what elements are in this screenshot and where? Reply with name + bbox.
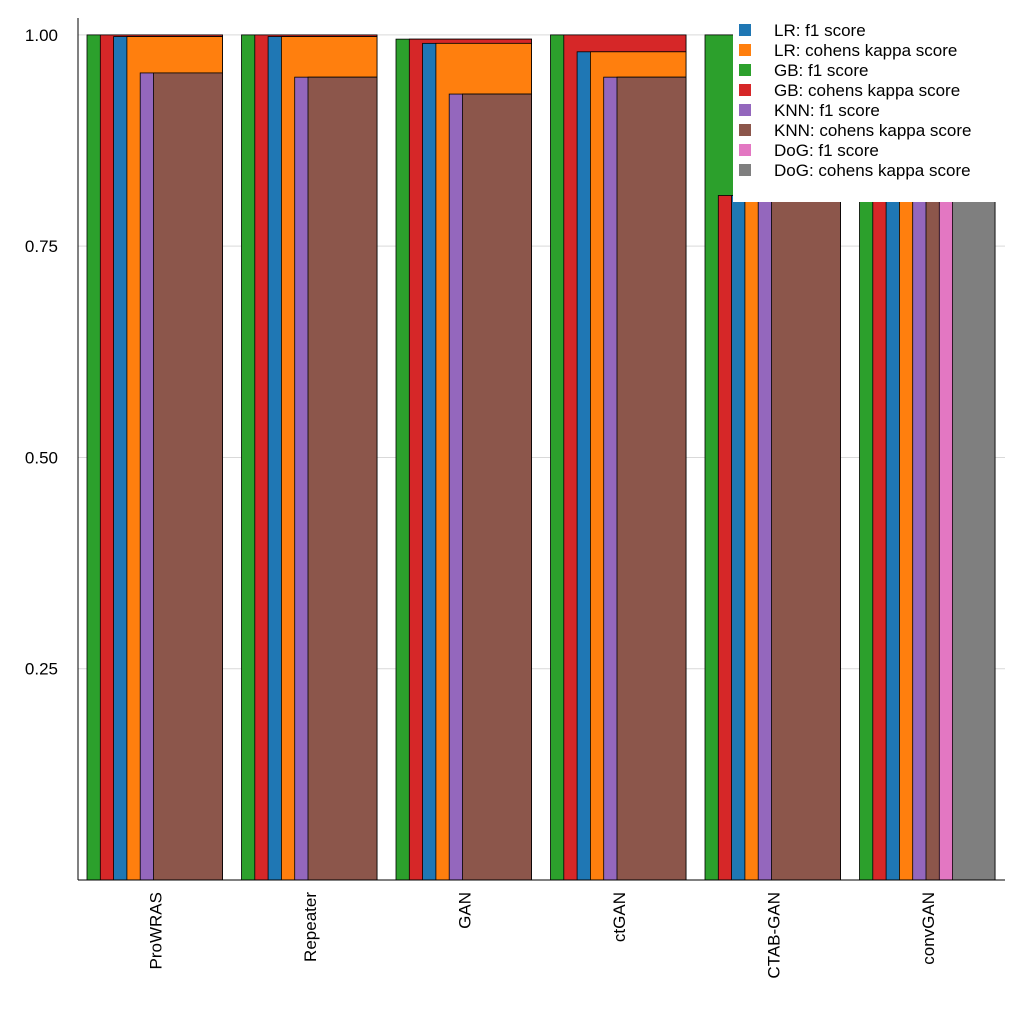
bar-ctgan-knn-cohens-kappa-score	[616, 76, 687, 881]
x-tick-label: GAN	[455, 892, 474, 929]
legend-swatch	[739, 164, 751, 176]
y-tick-label: 0.50	[25, 448, 58, 467]
y-tick-labels: 0.25 0.50 0.75 1.00	[25, 26, 58, 679]
bar-convgan-dog-cohens-kappa-score	[952, 195, 996, 881]
x-tick-labels: ProWRAS Repeater GAN ctGAN CTAB-GAN convGAN	[146, 892, 938, 979]
bar-repeater-knn-cohens-kappa-score	[307, 76, 378, 881]
bar-prowras-knn-cohens-kappa-score	[153, 72, 223, 881]
legend-label: LR: cohens kappa score	[774, 41, 957, 60]
legend-label: DoG: f1 score	[774, 141, 879, 160]
legend-label: KNN: f1 score	[774, 101, 880, 120]
legend-label: KNN: cohens kappa score	[774, 121, 972, 140]
bar-gan-knn-cohens-kappa-score	[462, 93, 532, 881]
x-tick-label: ctGAN	[610, 892, 629, 942]
legend-label: LR: f1 score	[774, 21, 866, 40]
legend-label: DoG: cohens kappa score	[774, 161, 971, 180]
y-tick-label: 0.25	[25, 660, 58, 679]
x-tick-label: CTAB-GAN	[764, 892, 783, 979]
x-tick-label: convGAN	[919, 892, 938, 965]
legend-swatch	[739, 84, 751, 96]
legend-label: GB: cohens kappa score	[774, 81, 960, 100]
bar-ctab-gan-knn-cohens-kappa-score	[771, 195, 841, 881]
x-tick-label: ProWRAS	[146, 892, 165, 969]
legend-swatch	[739, 44, 751, 56]
legend-label: GB: f1 score	[774, 61, 868, 80]
legend-swatch	[739, 124, 751, 136]
legend-swatch	[739, 64, 751, 76]
y-tick-label: 1.00	[25, 26, 58, 45]
legend-swatch	[739, 144, 751, 156]
legend-swatch	[739, 104, 751, 116]
axes	[77, 18, 1005, 881]
x-tick-label: Repeater	[301, 892, 320, 962]
legend-swatch	[739, 24, 751, 36]
legend-background	[733, 18, 1005, 202]
y-tick-label: 0.75	[25, 237, 58, 256]
bars	[86, 34, 996, 881]
